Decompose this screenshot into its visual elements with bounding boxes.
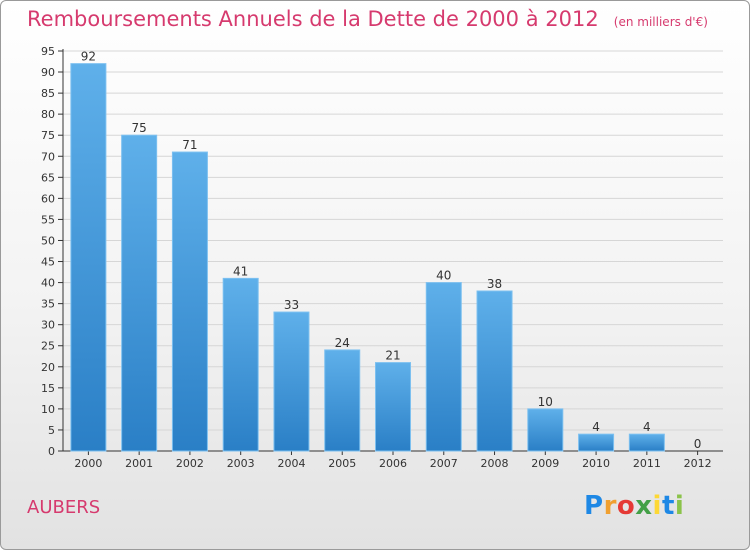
bar-2003 (222, 277, 259, 452)
data-label-2001: 75 (132, 121, 147, 135)
x-tick-label: 2010 (582, 457, 610, 470)
y-tick-label: 5 (48, 424, 55, 437)
bar-2008 (476, 290, 513, 452)
y-tick-label: 35 (41, 298, 55, 311)
y-tick-label: 65 (41, 171, 55, 184)
x-tick-label: 2002 (176, 457, 204, 470)
x-tick-label: 2009 (531, 457, 559, 470)
x-tick-label: 2001 (125, 457, 153, 470)
bar-2007 (425, 282, 462, 452)
x-tick-label: 2005 (328, 457, 356, 470)
data-label-2012: 0 (694, 437, 702, 451)
data-label-2009: 10 (538, 395, 553, 409)
x-tick-label: 2012 (684, 457, 712, 470)
x-tick-label: 2004 (277, 457, 305, 470)
y-tick-label: 25 (41, 340, 55, 353)
chart-title-row: Remboursements Annuels de la Dette de 20… (27, 7, 708, 31)
x-tick-label: 2007 (430, 457, 458, 470)
data-label-2006: 21 (385, 349, 400, 363)
bar-2011 (628, 433, 665, 452)
x-tick-label: 2011 (633, 457, 661, 470)
bar-2001 (121, 134, 158, 452)
y-tick-label: 0 (48, 445, 55, 458)
y-tick-label: 50 (41, 234, 55, 247)
y-tick-label: 40 (41, 277, 55, 290)
bar-2006 (375, 362, 411, 452)
data-label-2010: 4 (592, 420, 600, 434)
bar-2009 (527, 408, 564, 452)
y-tick-label: 75 (41, 129, 55, 142)
y-tick-label: 20 (41, 361, 55, 374)
y-tick-label: 55 (41, 213, 55, 226)
data-label-2003: 41 (233, 264, 248, 278)
data-label-2004: 33 (284, 298, 299, 312)
y-tick-label: 80 (41, 108, 55, 121)
y-tick-label: 90 (41, 66, 55, 79)
bar-2010 (578, 433, 615, 452)
y-tick-label: 15 (41, 382, 55, 395)
chart-unit: (en milliers d'€) (613, 15, 708, 29)
y-tick-label: 85 (41, 87, 55, 100)
bar-2005 (324, 349, 361, 452)
x-tick-label: 2008 (481, 457, 509, 470)
data-label-2002: 71 (182, 138, 197, 152)
proxiti-logo: Proxiti (584, 491, 685, 521)
data-label-2011: 4 (643, 420, 651, 434)
y-tick-label: 70 (41, 150, 55, 163)
data-label-2005: 24 (335, 336, 350, 350)
y-tick-label: 10 (41, 403, 55, 416)
bar-2000 (70, 63, 107, 452)
chart-title: Remboursements Annuels de la Dette de 20… (27, 7, 599, 31)
data-label-2008: 38 (487, 277, 502, 291)
commune-name: AUBERS (27, 497, 101, 518)
bar-2004 (273, 311, 310, 452)
y-tick-label: 95 (41, 45, 55, 58)
x-tick-label: 2006 (379, 457, 407, 470)
data-label-2000: 92 (81, 50, 96, 64)
y-tick-label: 30 (41, 319, 55, 332)
bar-2002 (171, 151, 208, 452)
data-label-2007: 40 (436, 269, 451, 283)
x-tick-label: 2003 (227, 457, 255, 470)
x-tick-label: 2000 (74, 457, 102, 470)
y-tick-label: 45 (41, 256, 55, 269)
y-tick-label: 60 (41, 192, 55, 205)
